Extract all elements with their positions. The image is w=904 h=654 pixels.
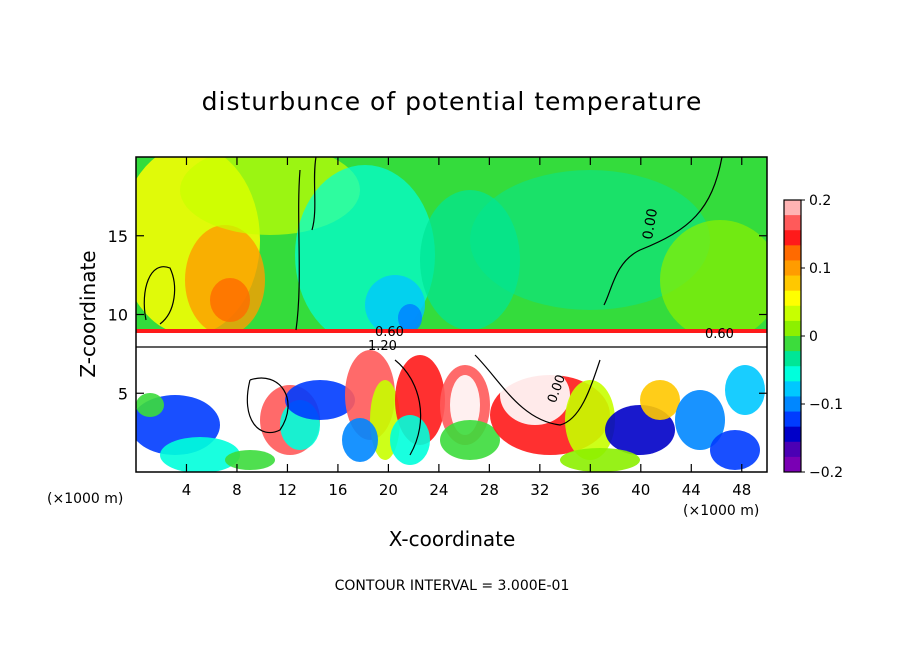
x-tick-label: 44	[682, 481, 701, 499]
field-region	[210, 278, 250, 322]
contour-line	[311, 157, 317, 231]
contour-line	[143, 266, 176, 325]
field-region	[470, 170, 710, 310]
field-region	[565, 380, 615, 460]
x-tick-label: 40	[631, 481, 650, 499]
y-tick-label: 5	[118, 384, 128, 403]
colorbar-swatch	[784, 320, 801, 337]
x-tick-label: 8	[232, 481, 242, 499]
contour-line	[295, 169, 301, 331]
x-tick-label: 4	[182, 481, 192, 499]
contour-interval-footer: CONTOUR INTERVAL = 3.000E-01	[334, 578, 570, 594]
colorbar-swatch	[784, 230, 801, 246]
y-tick-label: 15	[108, 227, 128, 246]
contour-line	[474, 354, 601, 426]
x-tick-label: 28	[480, 481, 499, 499]
contour-line	[246, 377, 289, 434]
colorbar-swatch	[784, 200, 801, 216]
field-region	[390, 415, 430, 465]
colorbar-tick-label: 0.1	[809, 261, 831, 277]
field-band	[136, 333, 767, 353]
field-region	[136, 393, 164, 417]
colorbar-swatch	[784, 426, 801, 443]
contour-line	[603, 157, 723, 306]
field-region	[500, 365, 570, 425]
colorbar-tick-label: −0.1	[809, 397, 843, 413]
x-tick-label: 24	[429, 481, 448, 499]
y-unit-label: (×1000 m)	[47, 491, 124, 507]
x-tick-label: 32	[530, 481, 549, 499]
colorbar-swatch	[784, 290, 801, 307]
contour-label: 0.60	[375, 325, 404, 340]
colorbar: 0.2 0.1 0 −0.1 −0.2	[783, 193, 843, 481]
field-region	[285, 380, 355, 420]
field-region	[660, 220, 767, 340]
field-region	[675, 390, 725, 450]
colorbar-swatch	[784, 336, 801, 352]
colorbar-swatch	[784, 366, 801, 382]
x-unit-label: (×1000 m)	[683, 503, 760, 519]
field-region	[225, 450, 275, 470]
x-tick-label: 16	[328, 481, 347, 499]
plot-area-field	[136, 157, 767, 472]
x-axis-label: X-coordinate	[388, 527, 516, 551]
field-region	[450, 375, 480, 435]
colorbar-swatch	[784, 381, 801, 397]
x-tick-label: 20	[379, 481, 398, 499]
field-region	[160, 437, 240, 472]
y-tick-marks: 5 10 15	[108, 227, 767, 403]
field-region	[342, 418, 378, 462]
field-region	[640, 380, 680, 420]
x-tick-label: 12	[278, 481, 297, 499]
field-region	[725, 365, 765, 415]
colorbar-swatch	[784, 351, 801, 367]
x-tick-marks: 4 8 12 16 20 24 28 32 36 40 44 48	[182, 157, 751, 499]
chart-title: disturbunce of potential temperature	[201, 87, 703, 116]
x-tick-label: 36	[581, 481, 600, 499]
field-region	[440, 420, 500, 460]
colorbar-tick-label: −0.2	[809, 465, 843, 481]
colorbar-swatch	[784, 245, 801, 261]
field-region	[560, 448, 640, 472]
field-region	[710, 430, 760, 470]
colorbar-tick-label: 0.2	[809, 193, 831, 209]
y-axis-label: Z-coordinate	[76, 250, 100, 378]
colorbar-swatch	[784, 275, 801, 292]
colorbar-swatch	[784, 260, 801, 277]
contour-label: 0.60	[705, 327, 734, 342]
colorbar-swatch	[784, 396, 801, 413]
colorbar-swatch	[784, 411, 801, 428]
colorbar-swatch	[784, 215, 801, 231]
colorbar-swatch	[784, 305, 801, 322]
field-band	[136, 329, 767, 333]
colorbar-swatch	[784, 441, 801, 458]
contour-line	[394, 359, 422, 456]
colorbar-tick-label: 0	[809, 329, 818, 345]
y-tick-label: 10	[108, 306, 128, 325]
x-tick-label: 48	[732, 481, 751, 499]
field-region	[398, 304, 422, 332]
colorbar-swatch	[784, 456, 801, 473]
contour-label: 1.20	[368, 339, 397, 354]
